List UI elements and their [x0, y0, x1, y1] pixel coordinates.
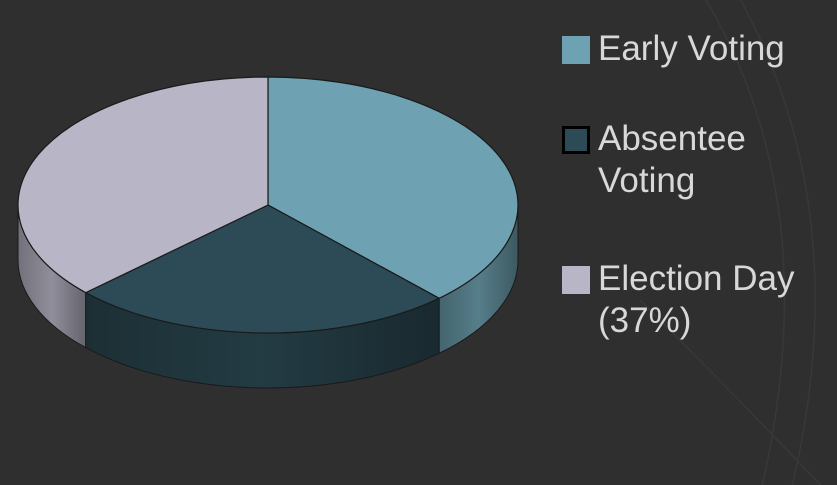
- legend-swatch-absentee-voting: [562, 126, 590, 154]
- chart-legend: Early Voting Absentee Voting Election Da…: [560, 28, 830, 390]
- legend-swatch-election-day: [562, 266, 590, 294]
- pie-chart: [17, 76, 519, 389]
- legend-item-election-day: Election Day (37%): [560, 258, 830, 342]
- legend-item-absentee-voting: Absentee Voting: [560, 118, 830, 202]
- pie-slice-election-day: [17, 76, 269, 294]
- legend-label-absentee-voting: Absentee Voting: [598, 119, 746, 200]
- background-arc-decoration: [639, 0, 822, 485]
- legend-item-early-voting: Early Voting: [560, 28, 830, 70]
- legend-swatch-early-voting: [562, 36, 590, 64]
- legend-label-election-day: Election Day (37%): [598, 259, 795, 340]
- pie-slice-absentee-voting: [85, 204, 440, 334]
- pie-slice-early-voting: [267, 76, 519, 299]
- legend-label-early-voting: Early Voting: [598, 29, 785, 68]
